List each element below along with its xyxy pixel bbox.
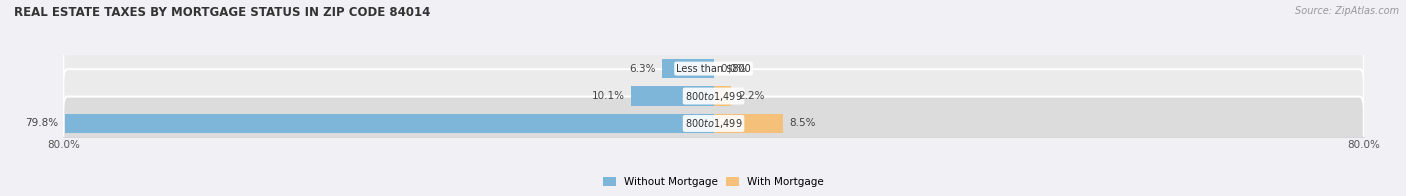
Bar [713,114,783,133]
Text: 8.5%: 8.5% [789,118,815,129]
Text: $800 to $1,499: $800 to $1,499 [685,90,742,103]
Text: 0.0%: 0.0% [720,64,747,74]
Text: Less than $800: Less than $800 [676,64,751,74]
Legend: Without Mortgage, With Mortgage: Without Mortgage, With Mortgage [599,173,828,191]
Bar [65,114,713,133]
Text: 10.1%: 10.1% [592,91,624,101]
FancyBboxPatch shape [63,42,1364,95]
Text: 6.3%: 6.3% [630,64,655,74]
FancyBboxPatch shape [63,69,1364,123]
Bar [713,86,731,106]
Text: 79.8%: 79.8% [25,118,59,129]
Text: Source: ZipAtlas.com: Source: ZipAtlas.com [1295,6,1399,16]
FancyBboxPatch shape [63,97,1364,150]
Bar [662,59,713,78]
Bar [631,86,713,106]
Text: 2.2%: 2.2% [738,91,765,101]
Text: $800 to $1,499: $800 to $1,499 [685,117,742,130]
Text: REAL ESTATE TAXES BY MORTGAGE STATUS IN ZIP CODE 84014: REAL ESTATE TAXES BY MORTGAGE STATUS IN … [14,6,430,19]
